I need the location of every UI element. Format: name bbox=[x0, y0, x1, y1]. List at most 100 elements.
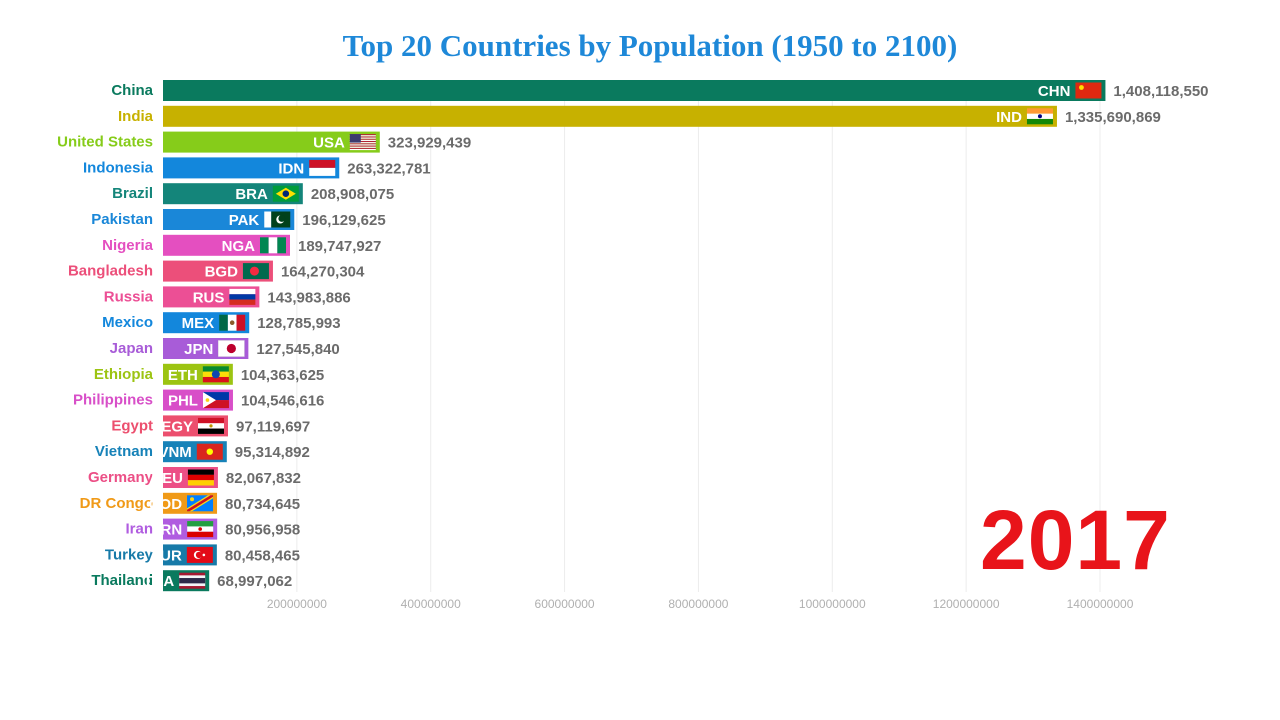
country-name-eth: Ethiopia bbox=[94, 366, 154, 383]
china-flag-icon bbox=[1075, 82, 1102, 99]
ethiopia-flag-icon-part bbox=[202, 366, 229, 372]
iran-flag-icon-part bbox=[187, 531, 214, 538]
x-tick-label: 600000000 bbox=[535, 597, 595, 611]
bangladesh-flag-icon-part bbox=[249, 266, 259, 276]
usa-flag-icon-part bbox=[349, 137, 376, 139]
x-axis-ticks: 200000000 400000000 600000000 800000000 1000… bbox=[267, 597, 1134, 611]
country-name-mex: Mexico bbox=[102, 314, 153, 331]
germany-flag-icon-part bbox=[187, 474, 214, 481]
russia-flag-icon-part bbox=[229, 294, 256, 300]
usa-flag-icon bbox=[349, 134, 376, 151]
bar-row-phl: Philippines PHL 104,546,616 bbox=[73, 389, 324, 411]
drcongo-flag-icon bbox=[187, 495, 214, 512]
iran-flag-icon-part bbox=[187, 521, 214, 527]
country-code-tha: THA bbox=[143, 573, 174, 590]
country-name-usa: United States bbox=[57, 134, 153, 151]
country-code-egy: EGY bbox=[161, 418, 193, 435]
nigeria-flag-icon-part bbox=[268, 237, 278, 254]
philippines-flag-icon-part bbox=[205, 398, 210, 402]
value-label-nga: 189,747,927 bbox=[298, 238, 381, 255]
country-code-tur: TUR bbox=[151, 547, 182, 564]
country-code-bgd: BGD bbox=[205, 264, 239, 281]
country-name-nga: Nigeria bbox=[102, 237, 154, 254]
x-tick-label: 800000000 bbox=[668, 597, 728, 611]
country-code-eth: ETH bbox=[168, 367, 198, 384]
germany-flag-icon-part bbox=[187, 480, 214, 486]
country-code-vnm: VNM bbox=[158, 444, 191, 461]
nigeria-flag-icon-part bbox=[277, 237, 286, 254]
value-label-eth: 104,363,625 bbox=[241, 367, 324, 384]
india-flag-icon-part bbox=[1037, 114, 1042, 119]
turkey-flag-icon bbox=[186, 546, 213, 563]
value-label-egy: 97,119,697 bbox=[236, 418, 310, 435]
country-code-bra: BRA bbox=[235, 186, 268, 203]
philippines-flag-icon-part bbox=[202, 400, 229, 409]
value-label-irn: 80,956,958 bbox=[225, 522, 300, 539]
country-name-phl: Philippines bbox=[73, 392, 153, 409]
bar-row-mex: Mexico MEX 128,785,993 bbox=[102, 312, 341, 334]
country-name-deu: Germany bbox=[88, 469, 154, 486]
pakistan-flag-icon-part bbox=[278, 215, 286, 222]
bars-group: China CHN 1,408,118,550 India IND 1,335,690,8… bbox=[57, 80, 1209, 592]
value-label-cod: 80,734,645 bbox=[225, 496, 300, 513]
bar-nga bbox=[163, 234, 290, 256]
bar-idn bbox=[163, 157, 340, 179]
value-label-idn: 263,322,781 bbox=[347, 160, 430, 177]
mexico-flag-icon bbox=[219, 314, 246, 331]
country-code-jpn: JPN bbox=[184, 341, 213, 358]
mexico-flag-icon-part bbox=[236, 314, 246, 331]
indonesia-flag-icon-part bbox=[309, 167, 336, 176]
country-code-phl: PHL bbox=[168, 393, 198, 410]
value-label-deu: 82,067,832 bbox=[226, 470, 301, 487]
nigeria-flag-icon bbox=[259, 237, 286, 254]
bar-row-irn: Iran IRN 80,956,958 bbox=[125, 518, 300, 540]
value-label-usa: 323,929,439 bbox=[388, 135, 471, 152]
bar-row-pak: Pakistan PAK 196,129,625 bbox=[91, 209, 386, 230]
usa-flag-icon-part bbox=[349, 139, 376, 141]
bar-ind bbox=[163, 105, 1057, 127]
bar-row-ind: India IND 1,335,690,869 bbox=[118, 105, 1161, 127]
country-code-chn: CHN bbox=[1038, 83, 1071, 100]
value-label-tur: 80,458,465 bbox=[225, 547, 300, 564]
usa-flag-icon-part bbox=[349, 148, 376, 151]
thailand-flag-icon bbox=[179, 572, 206, 589]
philippines-flag-icon-part bbox=[202, 392, 216, 409]
usa-flag-icon-part bbox=[349, 138, 376, 140]
bar-bra bbox=[163, 183, 303, 205]
country-name-chn: China bbox=[111, 82, 153, 99]
usa-flag-icon-part bbox=[349, 134, 361, 143]
ethiopia-flag-icon bbox=[202, 366, 229, 383]
bar-row-bgd: Bangladesh BGD 164,270,304 bbox=[68, 260, 365, 282]
value-label-bgd: 164,270,304 bbox=[281, 264, 365, 281]
country-code-idn: IDN bbox=[278, 160, 304, 177]
country-code-irn: IRN bbox=[156, 522, 182, 539]
brazil-flag-icon bbox=[272, 185, 299, 202]
philippines-flag-icon-part bbox=[202, 392, 229, 401]
pakistan-flag-icon bbox=[264, 211, 291, 228]
bar-usa bbox=[163, 131, 380, 153]
china-flag-icon-part bbox=[1079, 85, 1084, 90]
japan-flag-icon-part bbox=[226, 343, 236, 354]
value-label-bra: 208,908,075 bbox=[311, 186, 394, 203]
country-code-cod: COD bbox=[149, 496, 183, 513]
bangladesh-flag-icon bbox=[242, 263, 269, 280]
usa-flag-icon-part bbox=[349, 145, 376, 147]
country-name-pak: Pakistan bbox=[91, 211, 153, 228]
russia-flag-icon-part bbox=[229, 299, 256, 305]
country-name-tha: Thailand bbox=[91, 572, 153, 589]
japan-flag-icon bbox=[218, 340, 245, 357]
india-flag-icon bbox=[1026, 108, 1053, 125]
russia-flag-icon bbox=[229, 288, 256, 305]
bar-row-usa: United States USA 323,929,439 bbox=[57, 131, 471, 153]
indonesia-flag-icon bbox=[309, 159, 336, 176]
egypt-flag-icon-part bbox=[198, 417, 225, 424]
value-label-ind: 1,335,690,869 bbox=[1065, 109, 1161, 126]
chart-title: Top 20 Countries by Population (1950 to … bbox=[342, 28, 958, 63]
value-label-pak: 196,129,625 bbox=[302, 212, 385, 229]
ethiopia-flag-icon-part bbox=[202, 376, 229, 383]
pakistan-flag-icon-part bbox=[264, 211, 272, 228]
turkey-flag-icon-part bbox=[202, 553, 206, 557]
